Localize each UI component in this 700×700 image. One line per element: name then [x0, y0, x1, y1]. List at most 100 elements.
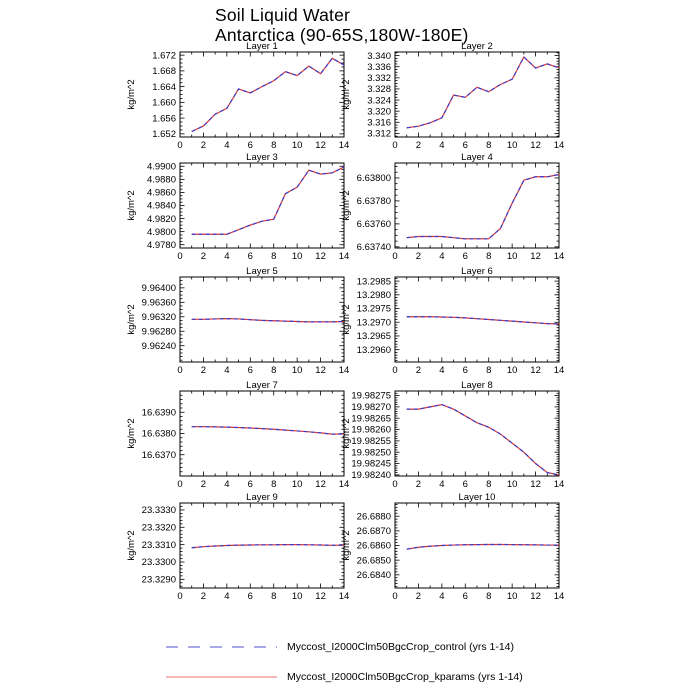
subplot-title: Layer 6 [461, 266, 493, 277]
subplot-title: Layer 1 [246, 41, 278, 52]
y-tick-label: 19.98250 [351, 447, 391, 458]
x-tick-label: 14 [339, 591, 350, 602]
x-tick-label: 4 [224, 251, 229, 262]
x-tick-label: 14 [339, 365, 350, 376]
x-tick-label: 14 [339, 251, 350, 262]
x-tick-label: 2 [201, 591, 206, 602]
y-tick-label: 3.324 [367, 95, 391, 106]
y-tick-label: 23.3310 [142, 540, 176, 551]
x-tick-label: 12 [315, 591, 326, 602]
x-tick-label: 6 [463, 251, 468, 262]
layer-2-plot: 0 2 4 6 8 10 12 143.3123.3163.3203.3243.3283.33… [341, 41, 564, 151]
y-axis-label: kg/m^2 [126, 418, 137, 448]
y-axis-label: kg/m^2 [341, 418, 352, 448]
control-line [191, 426, 345, 435]
x-tick-label: 0 [177, 479, 182, 490]
x-tick-label: 12 [315, 251, 326, 262]
y-tick-label: 23.3330 [142, 505, 176, 516]
y-tick-label: 26.6840 [357, 570, 391, 581]
control-line [191, 57, 345, 133]
y-tick-label: 26.6870 [357, 526, 391, 537]
x-tick-label: 4 [224, 479, 229, 490]
y-tick-label: 4.9900 [147, 161, 176, 172]
layer-10-plot: 0 2 4 6 8 10 12 14 26.6840 26.6850 26.6860 26.6870 2… [341, 492, 565, 602]
x-tick-label: 12 [530, 140, 541, 151]
x-tick-label: 4 [439, 251, 444, 262]
y-tick-label: 19.98275 [351, 391, 391, 402]
x-tick-label: 0 [392, 479, 397, 490]
x-tick-label: 6 [463, 365, 468, 376]
y-axis-label: kg/m^2 [126, 190, 137, 220]
x-tick-label: 10 [507, 251, 518, 262]
y-tick-label: 13.2975 [357, 304, 391, 315]
x-tick-label: 14 [554, 251, 565, 262]
y-tick-label: 4.9860 [147, 188, 176, 199]
y-axis-label: kg/m^2 [341, 304, 352, 334]
y-tick-label: 1.668 [152, 66, 176, 77]
y-tick-label: 4.9840 [147, 201, 176, 212]
y-axis-label: kg/m^2 [126, 79, 137, 109]
x-tick-label: 10 [292, 251, 303, 262]
subplot-title: Layer 2 [461, 41, 493, 52]
x-tick-label: 4 [224, 365, 229, 376]
x-tick-label: 8 [271, 365, 276, 376]
y-tick-label: 6.63740 [357, 242, 391, 253]
y-tick-label: 16.6380 [142, 429, 176, 440]
x-tick-label: 2 [416, 365, 421, 376]
y-axis-label: kg/m^2 [341, 190, 352, 220]
x-tick-label: 6 [463, 479, 468, 490]
y-axis-label: kg/m^2 [341, 530, 352, 560]
y-tick-label: 9.96360 [142, 298, 176, 309]
y-tick-label: 4.9820 [147, 214, 176, 225]
layer-3-plot: 0 2 4 6 8 10 12 14 4.9780 4.9800 4.9820 4.9840 4.986… [126, 152, 350, 262]
y-tick-label: 4.9880 [147, 175, 176, 186]
x-tick-label: 12 [530, 251, 541, 262]
control-line [406, 316, 560, 325]
y-tick-label: 3.328 [367, 84, 391, 95]
plot-frame [394, 390, 560, 477]
x-tick-label: 12 [315, 140, 326, 151]
layer-4-plot: 0 2 4 6 8 10 12 14 6.63740 6.63760 6.63780 6.63800 k… [341, 152, 565, 262]
figure-subtitle: Antarctica (90-65S,180W-180E) [215, 24, 469, 45]
y-tick-label: 16.6390 [142, 407, 176, 418]
y-tick-label: 3.332 [367, 73, 391, 84]
control-line [406, 173, 560, 240]
layer-9-plot: 0 2 4 6 8 10 12 14 23.3290 23.3300 23.3310 23.3320 2… [126, 492, 350, 602]
layer-8-plot: 0 2 4 6 8 10 12 1419.9824019.9824519.9825019.98… [341, 380, 564, 490]
x-tick-label: 2 [416, 251, 421, 262]
x-tick-label: 2 [201, 251, 206, 262]
kparams-line [406, 56, 560, 129]
x-tick-label: 10 [292, 365, 303, 376]
legend-entry-control: Myccost_I2000Clm50BgcCrop_control (yrs 1… [165, 632, 523, 662]
x-tick-label: 8 [271, 591, 276, 602]
y-axis-label: kg/m^2 [126, 530, 137, 560]
x-tick-label: 14 [339, 479, 350, 490]
x-tick-label: 4 [439, 365, 444, 376]
legend-label-kparams: Myccost_I2000Clm50BgcCrop_kparams (yrs 1… [287, 671, 523, 683]
x-tick-label: 2 [416, 479, 421, 490]
y-tick-label: 23.3290 [142, 575, 176, 586]
legend: Myccost_I2000Clm50BgcCrop_control (yrs 1… [165, 632, 523, 692]
x-tick-label: 8 [486, 591, 491, 602]
layer-1-plot: 0 2 4 6 8 10 12 14 1.652 1.656 1.660 1.664 1.668 1.67… [126, 41, 349, 151]
x-tick-label: 12 [530, 479, 541, 490]
x-tick-label: 0 [392, 591, 397, 602]
x-tick-label: 8 [271, 251, 276, 262]
x-tick-label: 14 [554, 591, 565, 602]
x-tick-label: 10 [292, 140, 303, 151]
x-tick-label: 2 [201, 479, 206, 490]
x-tick-label: 4 [439, 140, 444, 151]
x-tick-label: 10 [292, 591, 303, 602]
x-tick-label: 0 [392, 140, 397, 151]
y-tick-label: 26.6880 [357, 511, 391, 522]
x-tick-label: 10 [507, 140, 518, 151]
y-tick-label: 4.9780 [147, 240, 176, 251]
x-tick-label: 0 [177, 251, 182, 262]
x-tick-label: 6 [463, 140, 468, 151]
control-line [406, 56, 560, 129]
legend-dashed-line-swatch [166, 646, 277, 648]
y-tick-label: 19.98270 [351, 402, 391, 413]
x-tick-label: 2 [416, 140, 421, 151]
x-tick-label: 0 [177, 591, 182, 602]
x-tick-label: 2 [416, 591, 421, 602]
